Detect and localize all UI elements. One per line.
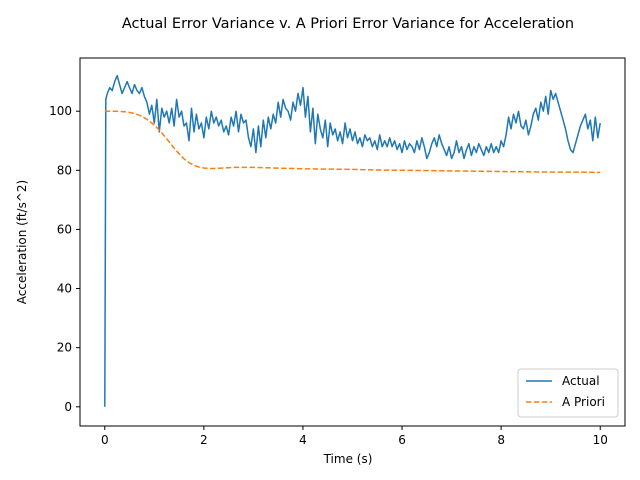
series-layer — [104, 74, 601, 407]
x-tick-label: 0 — [101, 433, 109, 447]
y-axis: 0 20 40 60 80 100 — [49, 104, 80, 414]
x-tick-label: 2 — [200, 433, 208, 447]
y-tick-label: 60 — [57, 222, 72, 236]
series-line-actual — [104, 74, 601, 407]
series-line-a-priori — [104, 110, 601, 174]
y-tick-label: 80 — [57, 163, 72, 177]
plot-frame — [79, 57, 626, 427]
y-tick-label: 100 — [49, 104, 72, 118]
x-tick-label: 4 — [299, 433, 307, 447]
x-tick-label: 6 — [398, 433, 406, 447]
y-tick-label: 40 — [57, 282, 72, 296]
plot-area — [79, 57, 626, 427]
y-tick-label: 0 — [64, 400, 72, 414]
legend-label-actual: Actual — [562, 374, 600, 388]
y-tick-label: 20 — [57, 341, 72, 355]
x-tick-label: 8 — [497, 433, 505, 447]
legend-label-a-priori: A Priori — [562, 395, 605, 409]
legend: Actual A Priori — [517, 368, 619, 418]
y-axis-label: Acceleration (ft/s^2) — [15, 180, 29, 304]
x-axis-label: Time (s) — [323, 452, 373, 466]
x-tick-label: 10 — [593, 433, 608, 447]
chart-title: Actual Error Variance v. A Priori Error … — [122, 16, 574, 32]
x-axis: 0 2 4 6 8 10 — [101, 426, 608, 447]
